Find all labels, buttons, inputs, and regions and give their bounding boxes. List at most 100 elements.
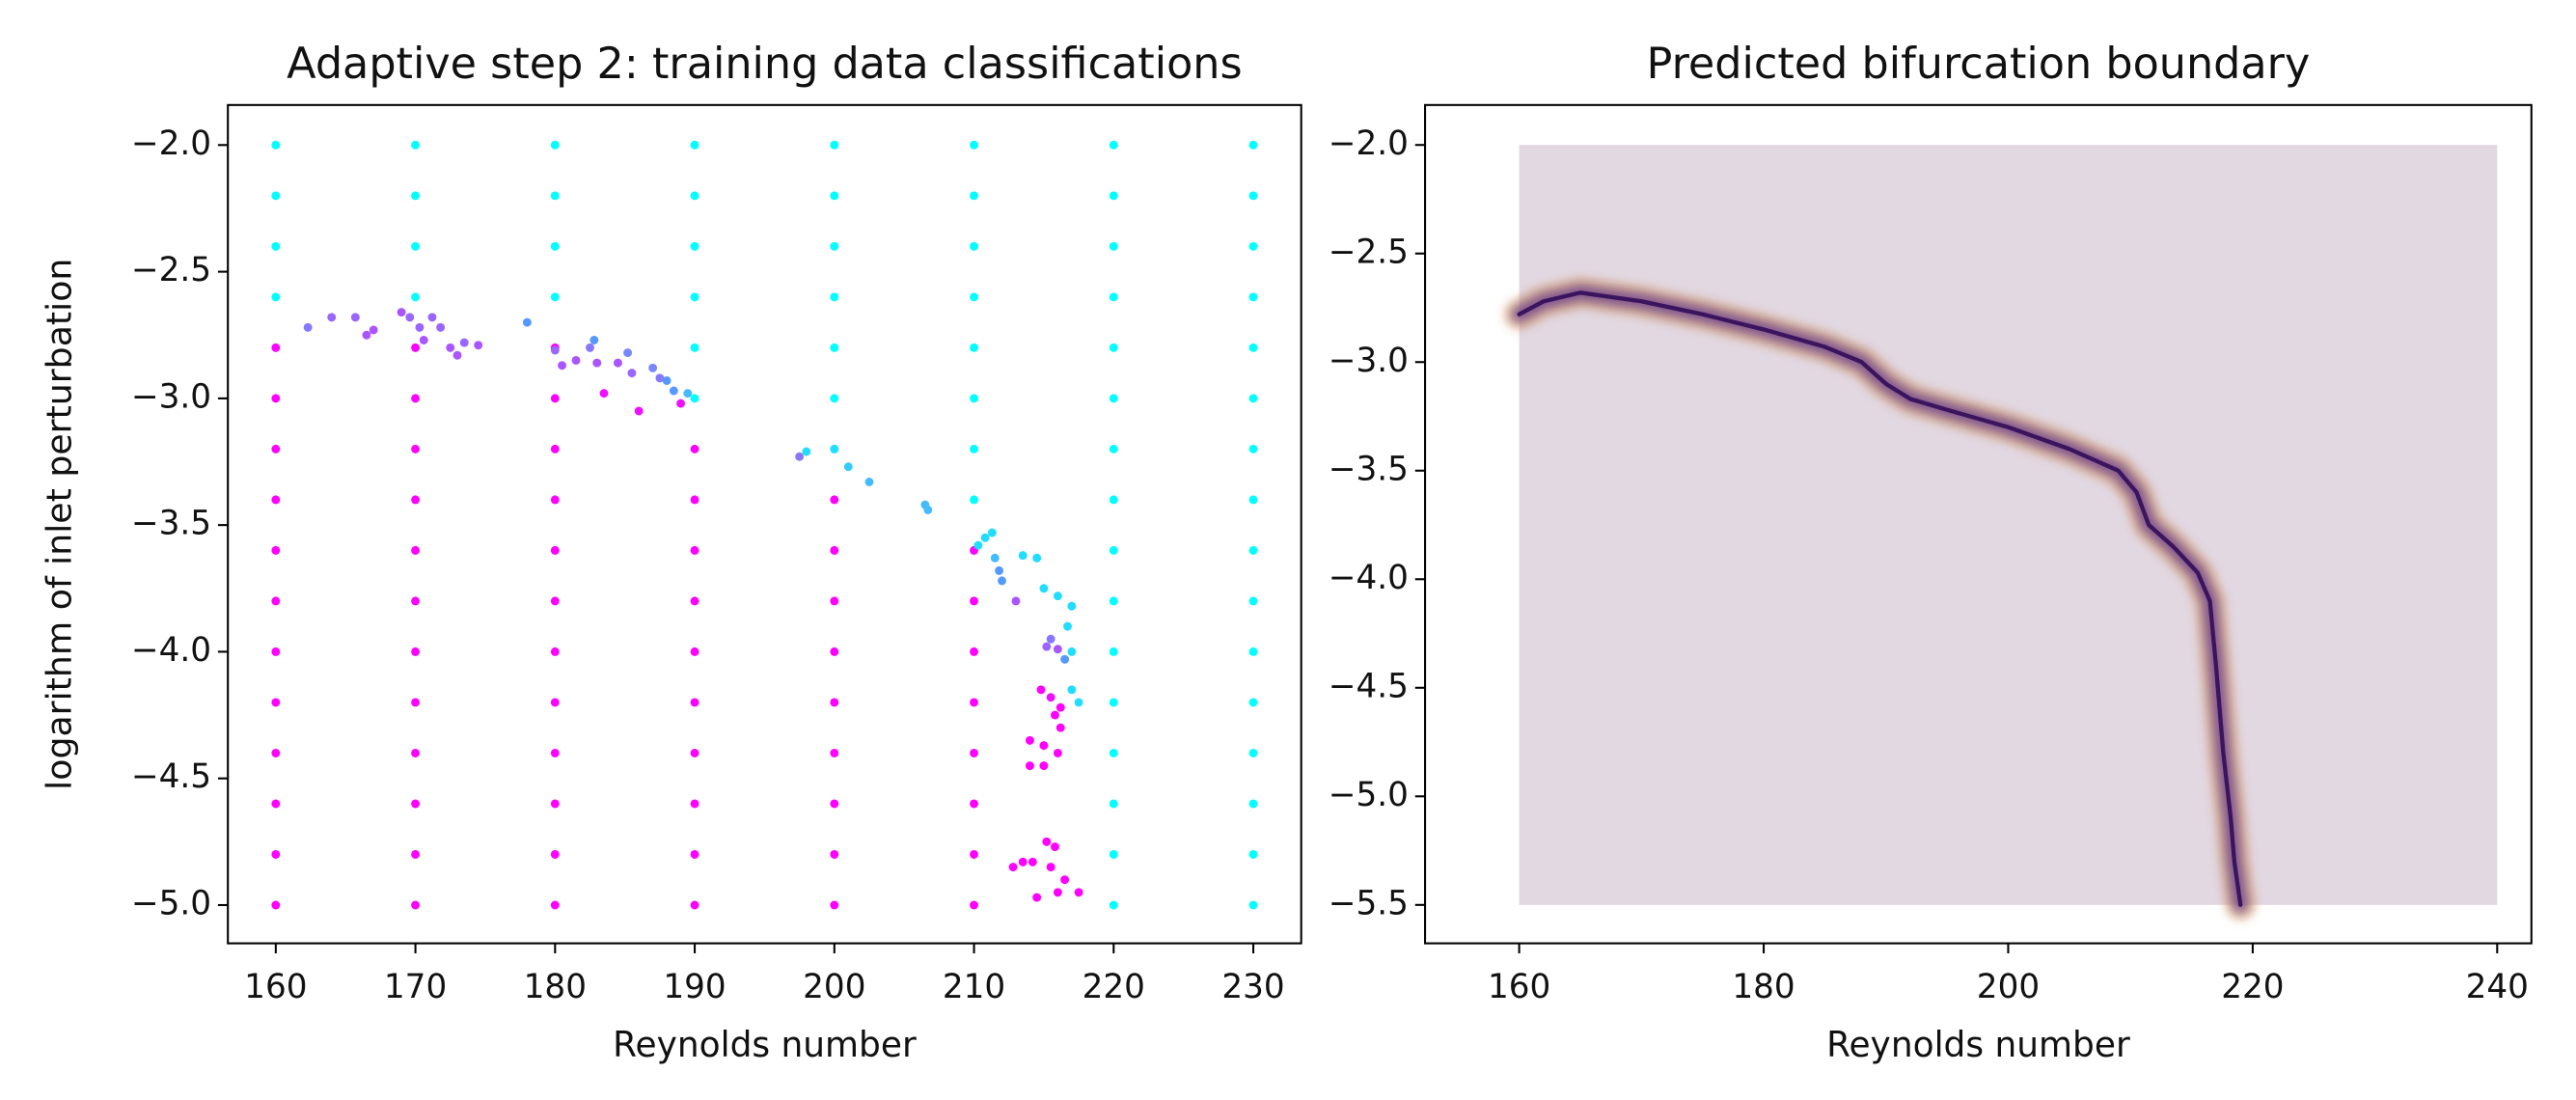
data-point [1055,702,1065,712]
data-point [690,799,699,809]
data-point [411,596,421,606]
data-point [550,545,560,555]
data-point [802,447,811,456]
data-point [271,444,281,454]
data-point [411,394,421,403]
data-point [830,698,839,707]
data-point [1018,857,1028,866]
data-point [1109,748,1118,757]
axes-frame [1424,103,2533,945]
data-point [830,241,839,251]
data-point [1109,646,1118,656]
y-tick-label: −4.5 [1329,667,1409,705]
data-point [973,540,983,550]
x-axis-label: Reynolds number [613,1024,917,1065]
x-tick-label: 240 [2466,968,2529,1006]
data-point [550,698,560,707]
data-point [271,545,281,555]
y-axis-label: logarithm of inlet perturbation [38,259,79,790]
data-point [634,406,644,416]
data-point [550,799,560,809]
data-point [459,338,469,347]
data-point [1060,875,1070,885]
data-point [1053,888,1062,897]
data-point [970,748,979,757]
data-point [415,322,425,332]
data-point [550,849,560,859]
data-point [1109,140,1118,150]
data-point [1011,596,1021,606]
data-point [550,241,560,251]
data-point [411,191,421,201]
y-tick-label: −2.5 [131,251,211,289]
data-point [830,343,839,352]
data-point [830,140,839,150]
data-point [970,698,979,707]
data-point [1248,140,1258,150]
data-point [1053,748,1062,757]
data-point [655,373,665,383]
data-point [795,452,805,461]
data-point [411,343,421,352]
data-point [970,596,979,606]
data-point [571,355,581,365]
data-point [830,799,839,809]
data-point [690,495,699,505]
data-point [350,313,360,322]
panel: 160 170 180 190 200 210 220 230 −2.0 −2.5 −3.0 −3.5… [38,39,1302,1065]
data-point [1055,723,1065,732]
data-point [1008,863,1018,872]
data-point [648,363,658,372]
data-point [452,350,462,360]
data-point [1248,444,1258,454]
data-point [411,849,421,859]
x-tick-label: 220 [2221,968,2284,1006]
data-point [987,528,997,537]
data-point [589,335,599,344]
data-point [690,444,699,454]
data-point [1032,553,1042,563]
data-point [1248,394,1258,403]
data-point [1109,900,1118,910]
axes-frame [227,103,1302,945]
data-point [690,343,699,352]
x-tick-label: 200 [1977,968,2040,1006]
y-tick-label: −4.5 [131,757,211,796]
chart-title: Predicted bifurcation boundary [1647,39,2311,89]
data-point [1018,551,1028,561]
data-point [1109,495,1118,505]
data-point [1026,761,1034,771]
data-point [558,361,567,371]
data-point [1074,888,1083,897]
data-point [970,495,979,505]
data-point [411,646,421,656]
data-point [271,849,281,859]
data-point [1074,698,1083,707]
data-point [1109,241,1118,251]
prediction-region [1519,145,2498,905]
panel: 160 180 200 220 240 −2.0 −2.5 −3.0 −3.5 −4.0 −4.5 −… [1329,39,2533,1065]
data-point [690,646,699,656]
data-point [362,330,371,340]
data-point [271,900,281,910]
y-tick-label: −5.0 [1329,776,1409,814]
data-point [676,399,686,408]
data-point [1248,241,1258,251]
data-point [690,748,699,757]
data-point [662,375,671,385]
data-point [474,341,483,350]
data-point [1248,343,1258,352]
data-point [1039,741,1049,751]
data-point [1248,698,1258,707]
data-point [830,900,839,910]
data-point [830,444,839,454]
data-point [586,343,594,352]
data-point [550,646,560,656]
x-tick-label: 200 [803,968,865,1006]
data-point [669,386,678,396]
x-axis-label: Reynolds number [1826,1024,2130,1065]
data-point [970,900,979,910]
data-point [1026,735,1034,745]
data-point [1053,645,1062,654]
data-point [1248,596,1258,606]
